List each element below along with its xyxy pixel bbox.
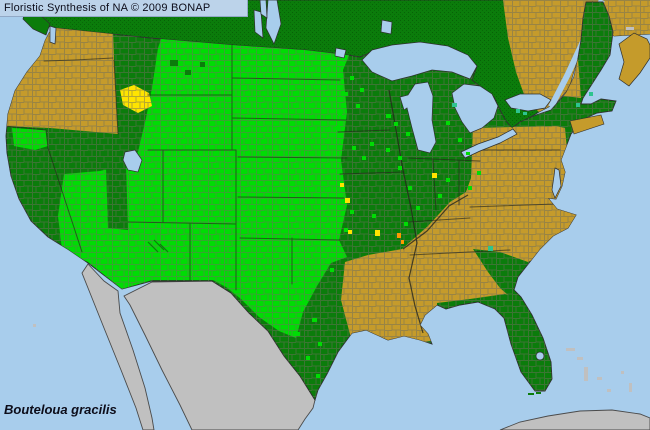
county-dot-gray_land — [584, 367, 588, 381]
county-dot-lime — [458, 138, 462, 142]
county-dot-lime — [316, 374, 320, 378]
lake-winnipegosis — [259, 0, 268, 19]
county-dot-lime — [398, 156, 402, 160]
county-dot-teal — [523, 112, 527, 115]
county-status-dots — [33, 27, 634, 395]
county-dot-gray_land — [566, 348, 575, 351]
lake-erie — [460, 128, 518, 159]
county-dot-lime — [352, 146, 356, 150]
county-dot-teal — [452, 103, 457, 107]
long-island — [569, 114, 605, 135]
county-dot-lime — [302, 300, 307, 305]
county-dot-lime — [398, 166, 402, 170]
great-salt-lake — [122, 149, 143, 173]
county-dot-lime — [356, 104, 360, 108]
county-dot-dark_green — [200, 62, 205, 67]
nova-scotia — [618, 32, 650, 87]
county-dot-lime — [344, 228, 348, 232]
county-dot-gray_land — [626, 27, 634, 30]
lake-nipigon — [380, 19, 393, 35]
county-dot-lime — [477, 171, 481, 175]
lake-michigan — [399, 81, 437, 154]
county-dot-lime — [370, 142, 374, 146]
lakes — [49, 0, 562, 361]
county-dot-yellow — [345, 198, 350, 203]
county-dot-lime — [466, 152, 470, 155]
county-dot-lime — [416, 206, 420, 210]
county-dot-lime — [468, 186, 472, 190]
county-dot-lime — [298, 282, 302, 286]
county-dot-gray_land — [33, 324, 36, 327]
county-dot-lime — [408, 186, 412, 190]
map-title: Floristic Synthesis of NA © 2009 BONAP — [4, 2, 211, 14]
county-dot-gray_land — [577, 357, 583, 360]
county-dot-teal — [488, 246, 493, 251]
county-dot-lime — [446, 121, 450, 125]
county-dot-orange — [397, 233, 401, 238]
county-dot-lime — [312, 318, 317, 322]
county-dot-lime — [446, 178, 450, 182]
county-dot-lime — [386, 148, 390, 152]
county-dot-gray_land — [621, 371, 624, 374]
county-dot-dark_green — [185, 70, 191, 75]
lake-superior — [361, 41, 478, 82]
county-dot-lime — [296, 332, 300, 336]
county-dot-yellow — [348, 230, 352, 234]
baja-california — [81, 263, 155, 430]
county-dot-lime — [438, 194, 442, 198]
lake-manitoba — [253, 9, 264, 39]
county-dot-lime — [372, 214, 376, 218]
lake-huron — [451, 83, 499, 134]
county-dot-lime — [350, 76, 354, 80]
species-name-label: Bouteloua gracilis — [4, 402, 117, 417]
county-dot-lime — [350, 210, 354, 214]
county-dot-dark_green — [536, 392, 541, 394]
county-dot-lime — [344, 92, 348, 96]
county-dot-gray_land — [597, 377, 602, 380]
county-dot-lime — [306, 356, 310, 360]
county-dot-dark_green — [170, 60, 178, 66]
county-dot-gray_land — [607, 389, 611, 392]
lake-winnipeg — [265, 0, 282, 45]
county-dot-teal — [516, 109, 520, 113]
county-dot-lime — [338, 112, 342, 116]
county-dot-gray_land — [629, 383, 632, 392]
puget-sound — [49, 25, 57, 45]
county-dot-orange — [401, 240, 404, 244]
county-dot-dark_green — [528, 393, 534, 395]
chesapeake-bay — [551, 167, 562, 199]
county-dot-lime — [340, 62, 345, 66]
county-dot-lime — [362, 156, 366, 160]
county-dot-lime — [360, 88, 364, 92]
cuba — [499, 409, 650, 430]
county-dot-teal — [576, 103, 580, 107]
river-borders — [388, 89, 469, 334]
arizona-hatched-county — [147, 239, 169, 253]
county-dot-yellow — [375, 230, 380, 236]
county-dot-lime — [330, 268, 334, 272]
county-dot-lime — [386, 114, 391, 118]
county-dot-yellow — [340, 183, 344, 187]
title-bar: Floristic Synthesis of NA © 2009 BONAP — [0, 0, 248, 17]
county-dot-lime — [318, 342, 322, 346]
county-dot-lime — [406, 132, 410, 136]
lake-okeechobee — [535, 351, 545, 361]
county-dot-yellow — [432, 173, 437, 178]
county-dot-lime — [404, 222, 408, 226]
state-borders — [6, 44, 561, 291]
county-dot-teal — [589, 92, 593, 96]
lake-ontario — [504, 93, 552, 112]
county-dot-lime — [394, 122, 398, 126]
county-dot-lime — [336, 126, 340, 130]
lake-of-the-woods — [334, 47, 347, 59]
